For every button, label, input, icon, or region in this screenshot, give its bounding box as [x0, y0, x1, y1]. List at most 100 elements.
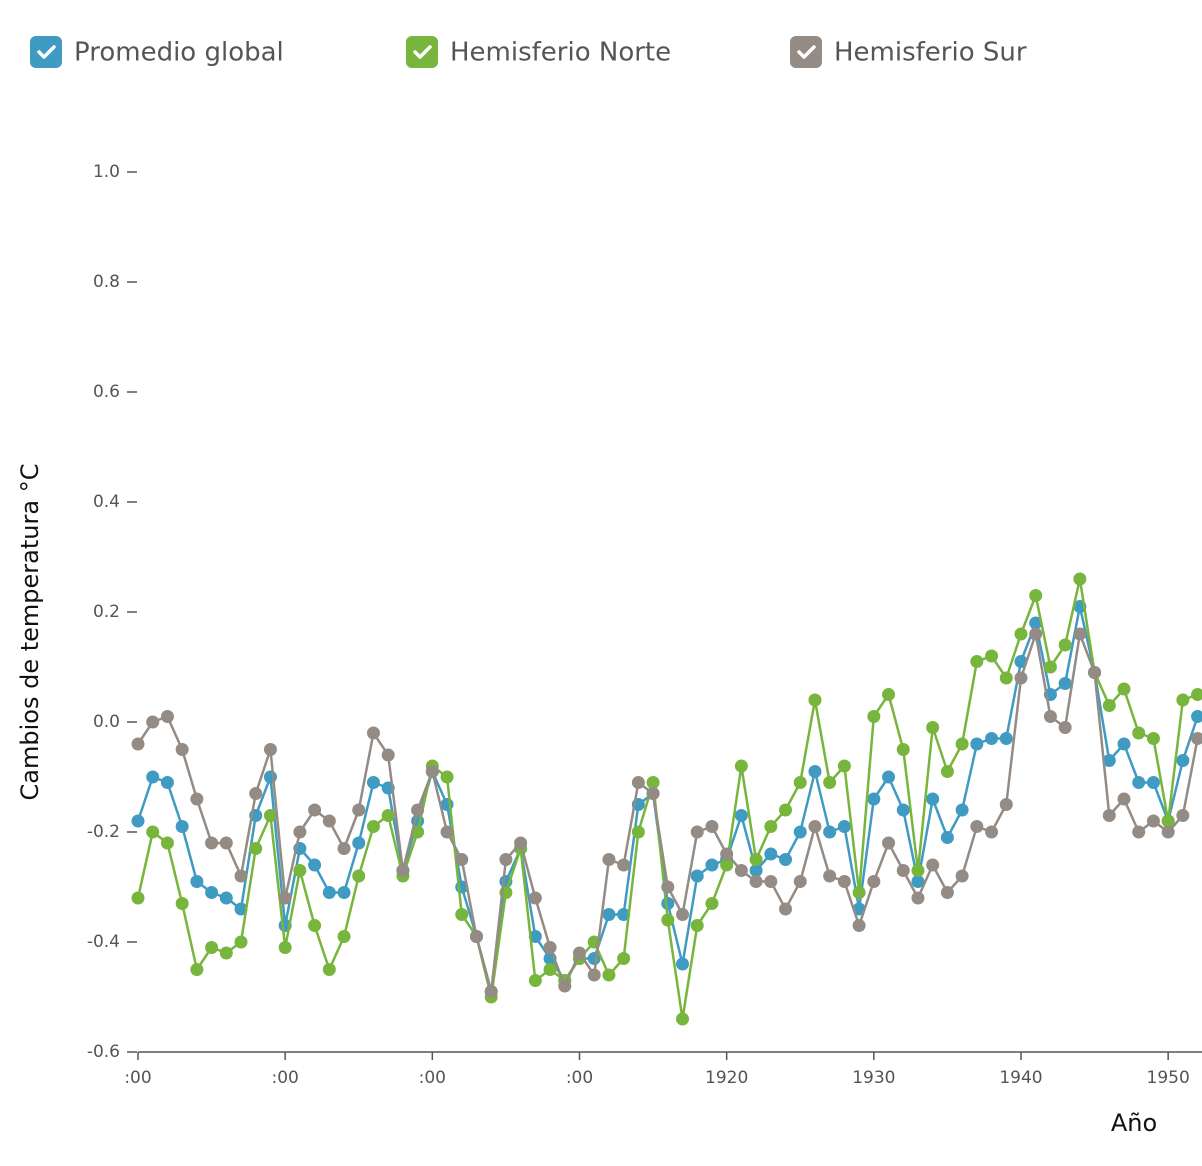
data-point	[1132, 825, 1146, 839]
data-point	[911, 891, 925, 905]
data-point	[749, 853, 763, 866]
data-point	[308, 803, 322, 817]
data-point	[1102, 809, 1116, 822]
y-tick-label: -0.2	[87, 822, 120, 842]
series	[131, 572, 1202, 1026]
y-axis-title: Cambios de temperatura °C	[16, 464, 44, 801]
data-point	[322, 814, 336, 828]
data-point	[867, 792, 881, 806]
data-point	[337, 886, 351, 899]
legend-check	[413, 45, 432, 59]
legend-checkbox[interactable]	[30, 36, 62, 68]
data-point	[602, 968, 616, 982]
data-point	[1132, 776, 1146, 789]
data-point	[352, 836, 366, 850]
data-point	[1146, 776, 1160, 789]
data-point	[837, 820, 851, 833]
data-point	[867, 710, 881, 723]
data-point	[411, 803, 425, 817]
data-point	[1117, 737, 1131, 751]
data-point	[999, 732, 1013, 745]
data-point	[837, 875, 851, 888]
data-point	[131, 891, 145, 905]
x-axis-title: Año	[1111, 1109, 1157, 1137]
data-point	[352, 803, 366, 817]
data-point	[602, 908, 616, 921]
data-point	[882, 770, 896, 784]
data-point	[911, 875, 925, 888]
data-point	[690, 825, 704, 839]
data-point	[705, 858, 719, 872]
data-point	[131, 737, 145, 751]
data-point	[734, 759, 748, 773]
data-point	[779, 902, 793, 916]
data-point	[882, 836, 896, 850]
data-point	[896, 803, 910, 817]
legend-check	[37, 45, 56, 59]
data-point	[234, 935, 248, 949]
data-point	[322, 963, 336, 976]
data-point	[219, 891, 233, 905]
data-point	[175, 820, 189, 833]
data-point	[146, 770, 160, 784]
data-point	[455, 853, 469, 866]
data-point	[469, 930, 483, 943]
legend-checkbox[interactable]	[790, 36, 822, 68]
data-point	[249, 842, 263, 855]
data-point	[484, 985, 498, 998]
data-point	[896, 864, 910, 877]
data-point	[249, 787, 263, 800]
x-tick-label: 1920	[705, 1068, 748, 1088]
data-point	[1014, 671, 1028, 685]
series	[131, 600, 1202, 998]
data-point	[278, 891, 292, 905]
data-point	[808, 693, 822, 707]
data-point	[1117, 792, 1131, 806]
legend-item[interactable]: Hemisferio Norte	[406, 36, 671, 68]
data-point	[631, 825, 645, 839]
data-point	[160, 836, 174, 850]
data-point	[764, 875, 778, 888]
x-tick-label: 1930	[852, 1068, 895, 1088]
data-point	[999, 671, 1013, 685]
data-point	[940, 886, 954, 899]
legend-checkbox[interactable]	[406, 36, 438, 68]
data-point	[1058, 677, 1072, 690]
series-line	[136, 605, 1199, 993]
data-point	[749, 875, 763, 888]
data-point	[234, 902, 248, 916]
legend-item[interactable]: Hemisferio Sur	[790, 36, 1027, 68]
legend-label: Promedio global	[74, 38, 284, 68]
data-point	[985, 825, 999, 839]
data-point	[440, 770, 454, 784]
data-point	[676, 908, 690, 921]
data-point	[690, 869, 704, 883]
y-tick-label: 0.6	[93, 382, 120, 402]
data-point	[955, 869, 969, 883]
y-tick-label: 0.2	[93, 602, 120, 622]
data-point	[425, 765, 439, 778]
legend-item[interactable]: Promedio global	[30, 36, 284, 68]
data-point	[734, 864, 748, 877]
data-point	[926, 858, 940, 872]
data-point	[852, 919, 866, 932]
data-point	[882, 688, 896, 701]
data-point	[1176, 809, 1190, 822]
data-point	[587, 968, 601, 982]
x-tick-label: :00	[124, 1068, 151, 1088]
data-point	[190, 963, 204, 976]
series-line	[136, 632, 1199, 993]
data-point	[308, 919, 322, 932]
data-point	[1043, 710, 1057, 723]
data-point	[690, 919, 704, 932]
legend-check	[797, 45, 816, 59]
data-point	[175, 743, 189, 756]
data-point	[543, 941, 557, 954]
data-point	[455, 908, 469, 921]
data-point	[205, 836, 219, 850]
x-tick-label: 1950	[1147, 1068, 1190, 1088]
data-point	[823, 825, 837, 839]
data-point	[631, 776, 645, 789]
x-tick-label: :00	[566, 1068, 593, 1088]
data-point	[205, 941, 219, 954]
